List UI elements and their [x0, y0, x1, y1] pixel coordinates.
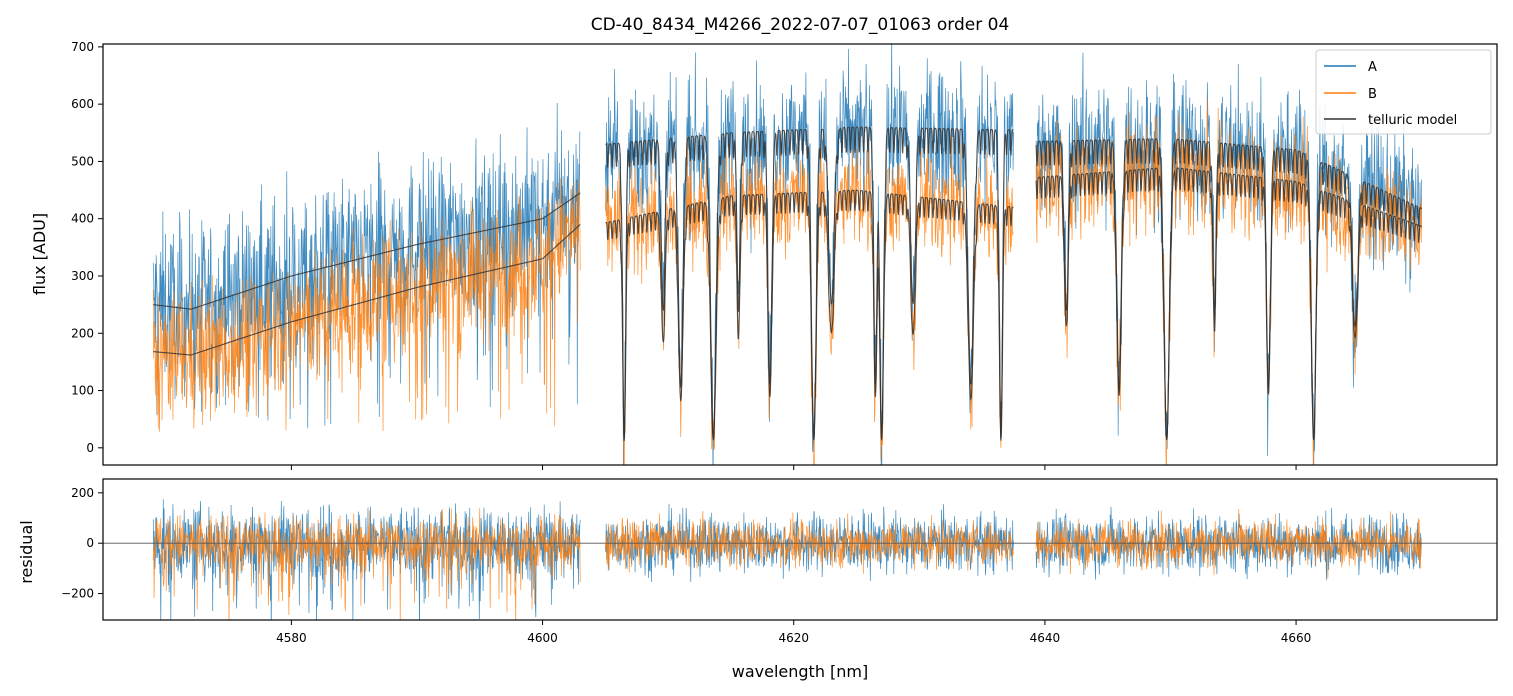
top-y-tick-label: 100: [71, 384, 94, 398]
telluric-model-b-segment-1: [153, 224, 581, 356]
top-y-axis-label: flux [ADU]: [30, 213, 49, 295]
series-a-segment-2: [604, 44, 1014, 465]
legend-label-b: B: [1368, 87, 1377, 102]
top-y-tick-label: 0: [86, 441, 94, 455]
bottom-y-tick-label: −200: [61, 587, 94, 601]
top-plot-frame: [102, 43, 1498, 466]
telluric-model-a-segment-2: [605, 126, 1014, 439]
bottom-y-axis-label: residual: [17, 520, 36, 583]
legend-box: [1315, 49, 1492, 135]
chart-title: CD-40_8434_M4266_2022-07-07_01063 order …: [591, 15, 1010, 35]
bottom-x-tick-label: 4660: [1281, 631, 1312, 645]
bottom-x-tick-label: 4620: [778, 631, 809, 645]
bottom-panel: −200 0 200 4580 4600 4620 4640 4660 residual w…: [17, 478, 1498, 681]
bottom-x-tick-label: 4640: [1030, 631, 1061, 645]
bottom-y-tick-label: 200: [71, 486, 94, 500]
telluric-model-b-segment-3: [1035, 167, 1423, 441]
residual-b-segment-3: [1035, 509, 1422, 579]
bottom-plot-frame: [102, 478, 1498, 621]
top-y-tick-label: 700: [71, 40, 94, 54]
legend-label-a: A: [1368, 60, 1377, 75]
bottom-y-tick-label: 0: [86, 536, 94, 550]
x-axis-label: wavelength [nm]: [732, 662, 869, 681]
top-y-tick-label: 200: [71, 326, 94, 340]
top-panel: 0 100 200 300 400 500 600 700 flux [ADU]: [30, 40, 1498, 470]
residual-b-segment-2: [604, 511, 1014, 574]
top-y-tick-label: 500: [71, 154, 94, 168]
top-y-tick-label: 300: [71, 269, 94, 283]
telluric-model-a-segment-1: [153, 192, 581, 310]
telluric-model-a-segment-3: [1035, 138, 1423, 440]
bottom-x-tick-label: 4580: [276, 631, 307, 645]
legend-label-telluric: telluric model: [1368, 113, 1457, 128]
bottom-x-tick-label: 4600: [527, 631, 558, 645]
legend: A B telluric model: [1315, 49, 1492, 135]
series-b-segment-1: [152, 178, 581, 432]
top-y-tick-label: 400: [71, 212, 94, 226]
top-y-tick-label: 600: [71, 97, 94, 111]
residual-b-segment-1: [152, 507, 581, 620]
telluric-model-b-segment-2: [605, 189, 1014, 442]
